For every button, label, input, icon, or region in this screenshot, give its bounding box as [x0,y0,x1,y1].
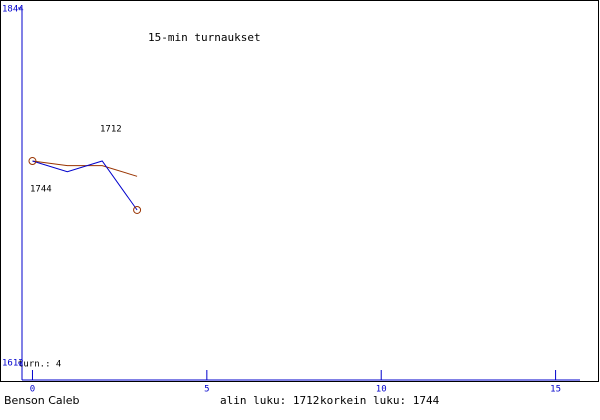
series-line [32,160,138,211]
x-tick-label: 5 [204,385,209,395]
max-label: korkein luku: 1744 [320,394,440,407]
annotation: 1744 [30,185,52,195]
extreme-marker [28,157,37,166]
min-label: alin luku: 1712 [220,394,319,407]
frame [0,0,599,382]
y-tick-label: 1612 [2,359,24,369]
x-tick-label: 15 [550,385,561,395]
chart-title: 15-min turnaukset [148,31,261,44]
x-tick-label: 0 [30,385,35,395]
extreme-marker [133,205,142,214]
series-line [32,160,138,177]
y-tick-label: 1844 [2,5,24,15]
turns-label: turn.: 4 [18,360,61,370]
player-name: Benson Caleb [4,394,79,407]
annotation: 1712 [100,125,122,135]
x-tick-label: 10 [376,385,387,395]
